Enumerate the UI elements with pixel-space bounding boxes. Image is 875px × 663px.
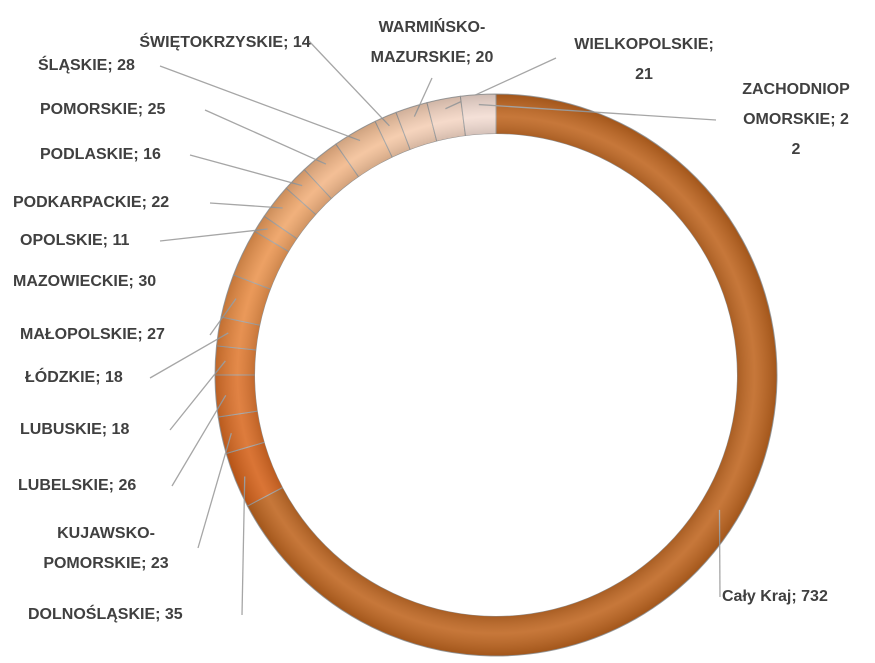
- data-label: LUBUSKIE; 18: [20, 421, 130, 438]
- leader-line: [204, 109, 327, 165]
- data-label: MAŁOPOLSKIE; 27: [20, 326, 165, 343]
- leader-line: [189, 154, 303, 187]
- data-label: ŁÓDZKIE; 18: [25, 369, 123, 386]
- data-label: WARMIŃSKO-MAZURSKIE; 20: [370, 19, 494, 66]
- doughnut-slice: LUBELSKIE: [214, 374, 259, 418]
- data-label: ŚWIĘTOKRZYSKIE; 14: [139, 34, 311, 51]
- data-label: Cały Kraj; 732: [722, 588, 828, 605]
- data-label: MAZOWIECKIE; 30: [13, 273, 157, 290]
- leader-line: [197, 433, 232, 549]
- data-label: WIELKOPOLSKIE; 21: [574, 36, 714, 83]
- data-label: PODLASKIE; 16: [40, 146, 161, 163]
- leader-line: [718, 509, 721, 598]
- data-label: DOLNOŚLĄSKIE; 35: [28, 606, 183, 623]
- doughnut-slice: ZACHODNIOPOMORSKIE: [459, 93, 497, 137]
- data-label: KUJAWSKO-POMORSKIE; 23: [43, 525, 169, 572]
- data-label: OPOLSKIE; 11: [20, 232, 130, 249]
- data-label: LUBELSKIE; 26: [18, 477, 137, 494]
- data-label: ŚLĄSKIE; 28: [38, 57, 135, 74]
- data-label: POMORSKIE; 25: [40, 101, 166, 118]
- data-label: PODKARPACKIE; 22: [13, 194, 170, 211]
- leader-line: [171, 394, 227, 487]
- doughnut-slice: LUBUSKIE: [214, 345, 257, 376]
- leader-line: [159, 65, 361, 142]
- ring-hole: [255, 134, 737, 616]
- data-label: ZACHODNIOPOMORSKIE; 22: [742, 81, 850, 158]
